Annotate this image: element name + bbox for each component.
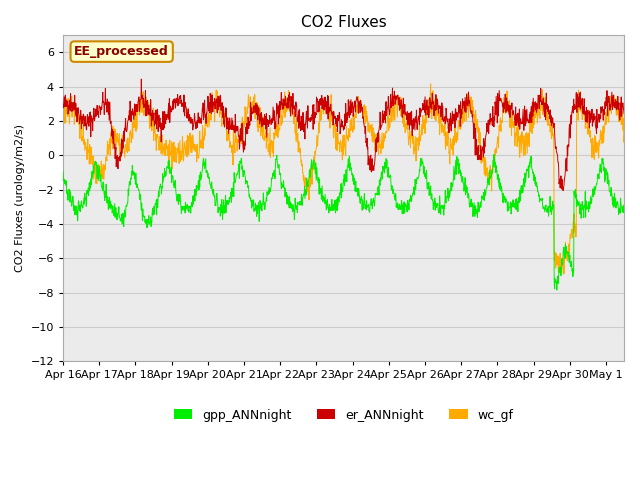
er_ANNnight [60,102,67,108]
wc_gf [102,156,110,161]
wc_gf [560,271,568,277]
Line: wc_gf: wc_gf [63,84,624,274]
wc_gf [319,103,326,109]
er_ANNnight [138,76,145,82]
gpp_ANNnight [553,287,561,293]
er_ANNnight [102,102,110,108]
er_ANNnight [559,188,567,193]
er_ANNnight [125,108,133,113]
wc_gf [309,165,317,170]
er_ANNnight [309,126,317,132]
Y-axis label: CO2 Fluxes (urology/m2/s): CO2 Fluxes (urology/m2/s) [15,124,25,272]
gpp_ANNnight [125,179,133,185]
Line: er_ANNnight: er_ANNnight [63,79,624,191]
gpp_ANNnight [620,204,628,210]
wc_gf [620,134,628,140]
er_ANNnight [379,108,387,114]
wc_gf [298,160,305,166]
er_ANNnight [298,118,305,124]
er_ANNnight [620,111,628,117]
Title: CO2 Fluxes: CO2 Fluxes [301,15,387,30]
gpp_ANNnight [490,152,498,157]
gpp_ANNnight [60,168,67,174]
gpp_ANNnight [102,195,110,201]
wc_gf [125,141,133,146]
gpp_ANNnight [378,176,386,182]
Legend: gpp_ANNnight, er_ANNnight, wc_gf: gpp_ANNnight, er_ANNnight, wc_gf [168,404,518,427]
gpp_ANNnight [298,198,305,204]
Line: gpp_ANNnight: gpp_ANNnight [63,155,624,290]
gpp_ANNnight [319,193,326,199]
wc_gf [60,131,67,136]
Text: EE_processed: EE_processed [74,45,169,58]
wc_gf [427,81,435,87]
er_ANNnight [319,101,327,107]
gpp_ANNnight [309,164,317,170]
wc_gf [378,146,386,152]
